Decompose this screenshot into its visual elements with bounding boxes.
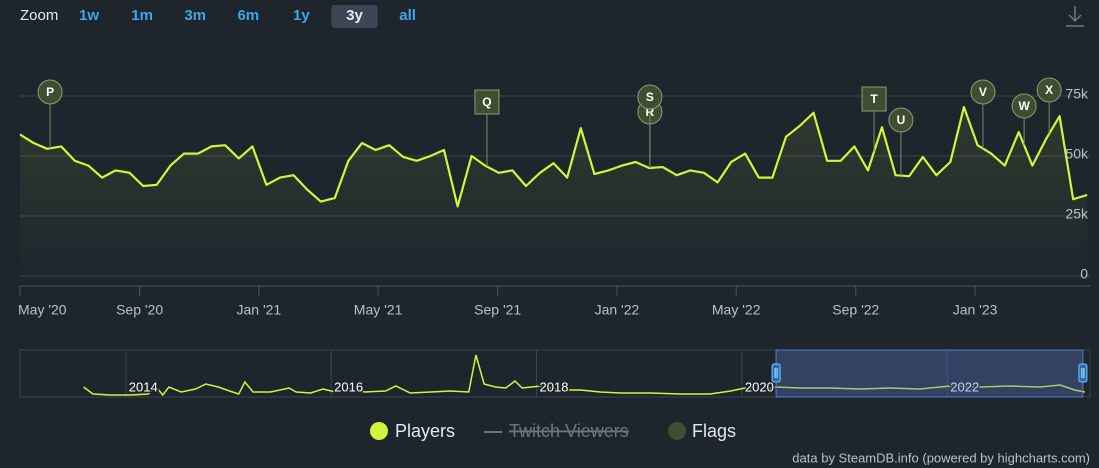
zoom-button[interactable]: 6m [237,7,259,24]
zoom-button-label: 1w [79,7,99,24]
flag-label: W [1018,99,1030,113]
legend-symbol [668,422,686,440]
x-tick-label: Jan '22 [595,302,640,318]
zoom-button-label: 3m [184,7,206,24]
legend-label: Flags [692,421,736,441]
flag[interactable]: X [1036,77,1062,134]
legend-label: Twitch Viewers [509,421,629,441]
flag[interactable]: U [888,107,914,176]
flag-marker [474,89,500,115]
legend-item[interactable]: Flags [668,421,736,441]
navigator-line [83,354,1086,397]
flag[interactable]: V [970,79,996,149]
legend-item[interactable]: Twitch Viewers [484,421,629,441]
flag-label: V [979,85,987,99]
flag-label: P [46,85,54,99]
navigator-tick-label: 2016 [334,379,363,394]
y-tick-label: 50k [1065,146,1089,162]
flag-marker [1011,93,1037,119]
navigator-handle[interactable] [1078,363,1088,383]
zoom-button[interactable]: 3m [184,7,206,24]
zoom-button-label: 6m [237,7,259,24]
legend-symbol [370,422,388,440]
navigator-selection[interactable] [775,349,1084,398]
x-tick-label: Sep '20 [116,302,163,318]
credits: data by SteamDB.info (powered by highcha… [792,450,1090,465]
flag[interactable]: W [1011,93,1037,146]
zoom-button-selected [331,5,378,28]
navigator-tick-label: 2020 [745,379,774,394]
x-tick-label: Jan '23 [953,302,998,318]
zoom-button[interactable]: 3y [331,5,378,28]
navigator-tick-label: 2022 [950,379,979,394]
flag-label: Q [482,95,491,109]
flag-label: U [897,113,906,127]
flag[interactable]: Q [474,89,500,167]
navigator-handle[interactable] [771,363,781,383]
flag-marker [861,86,887,112]
flag-label: X [1045,83,1053,97]
x-tick-label: Sep '21 [474,302,521,318]
zoom-button[interactable]: 1w [79,7,99,24]
x-tick-label: May '20 [18,302,67,318]
navigator-handle-box [1078,363,1088,383]
flag-marker [637,84,663,110]
zoom-button-label: 3y [346,7,363,24]
flag-marker [888,107,914,133]
x-tick-label: Jan '21 [236,302,281,318]
legend-item[interactable]: Players [370,421,455,441]
series-line [19,105,1088,208]
flag-marker [37,79,63,105]
flag-label: S [646,90,654,104]
flag[interactable]: S [637,84,663,168]
navigator-handle-box [771,363,781,383]
download-button[interactable] [1066,6,1084,27]
flag-marker [1036,77,1062,103]
flag-marker [970,79,996,105]
zoom-button[interactable]: all [399,7,416,24]
zoom-button[interactable]: 1m [131,7,153,24]
y-tick-label: 75k [1065,86,1089,102]
legend-label: Players [395,421,455,441]
x-tick-label: Sep '22 [832,302,879,318]
zoom-button[interactable]: 1y [293,7,310,24]
legend: Players Twitch Viewers Flags [370,421,736,441]
navigator-tick-label: 2014 [129,379,158,394]
navigator-tick-label: 2018 [540,379,569,394]
flag[interactable]: T [861,86,887,152]
zoom-button-label: 1m [131,7,153,24]
download-icon [1068,14,1082,23]
series-area [20,107,1088,276]
zoom-button-label: all [399,7,416,24]
zoom-button-label: 1y [293,7,310,24]
zoom-label: Zoom [20,7,58,24]
flag-label: T [870,92,878,106]
x-tick-label: May '21 [354,302,403,318]
flag[interactable]: P [37,79,63,149]
x-tick-label: May '22 [712,302,761,318]
